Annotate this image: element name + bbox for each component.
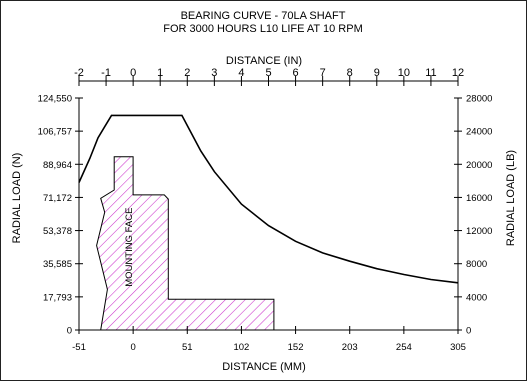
right-tick-label: 20000 <box>466 160 492 171</box>
chart-axes: -2 -1 0 1 2 3 4 5 6 7 8 9 10 11 12-51 0 51 102 152 203 254 30… <box>38 67 493 353</box>
top-tick-label: 4 <box>238 67 244 79</box>
bottom-tick-label: 152 <box>288 342 304 353</box>
chart-title-line-2: FOR 3000 HOURS L10 LIFE AT 10 RPM <box>163 23 363 35</box>
top-tick-label: -1 <box>101 67 111 79</box>
top-tick-label: 1 <box>157 67 163 79</box>
top-tick-label: 7 <box>320 67 326 79</box>
chart-title-line-1: BEARING CURVE - 70LA SHAFT <box>181 10 346 22</box>
left-tick-label: 88,964 <box>43 160 72 171</box>
top-tick-label: 12 <box>452 67 464 79</box>
bottom-tick-label: 51 <box>182 342 193 353</box>
left-tick-label: 17,793 <box>43 292 72 303</box>
bottom-tick-label: 305 <box>450 342 466 353</box>
bearing-load-curve <box>78 114 459 284</box>
top-tick-label: 8 <box>347 67 353 79</box>
bottom-tick-label: 203 <box>342 342 358 353</box>
left-y-axis-label: RADIAL LOAD (N) <box>11 153 23 244</box>
right-y-axis-label: RADIAL LOAD (LB) <box>505 150 517 246</box>
right-tick-label: 4000 <box>466 292 487 303</box>
right-tick-label: 0 <box>466 326 471 337</box>
bottom-tick-label: 0 <box>130 342 135 353</box>
bottom-tick-label: 102 <box>233 342 249 353</box>
right-tick-label: 24000 <box>466 127 492 138</box>
top-tick-label: 0 <box>130 67 136 79</box>
left-tick-label: 35,585 <box>43 259 72 270</box>
top-tick-label: 3 <box>211 67 217 79</box>
bottom-tick-label: 254 <box>396 342 412 353</box>
top-x-axis-label: DISTANCE (IN) <box>226 55 302 67</box>
left-tick-label: 0 <box>67 326 72 337</box>
top-tick-label: 2 <box>184 67 190 79</box>
top-tick-label: 10 <box>398 67 410 79</box>
left-tick-label: 106,757 <box>38 127 72 138</box>
right-tick-label: 16000 <box>466 193 492 204</box>
left-tick-label: 53,378 <box>43 226 72 237</box>
top-tick-label: 5 <box>265 67 271 79</box>
right-tick-label: 8000 <box>466 259 487 270</box>
top-tick-label: 6 <box>293 67 299 79</box>
top-tick-label: -2 <box>74 67 84 79</box>
mounting-face-annotation: MOUNTING FACE <box>124 208 135 287</box>
right-tick-label: 28000 <box>466 94 492 105</box>
left-tick-label: 71,172 <box>43 193 72 204</box>
left-tick-label: 124,550 <box>38 94 72 105</box>
top-tick-label: 9 <box>374 67 380 79</box>
bottom-tick-label: -51 <box>72 342 86 353</box>
mounting-face-hatched-region <box>96 156 275 331</box>
top-tick-label: 11 <box>425 67 436 79</box>
bottom-x-axis-label: DISTANCE (MM) <box>222 361 306 373</box>
right-tick-label: 12000 <box>466 226 492 237</box>
